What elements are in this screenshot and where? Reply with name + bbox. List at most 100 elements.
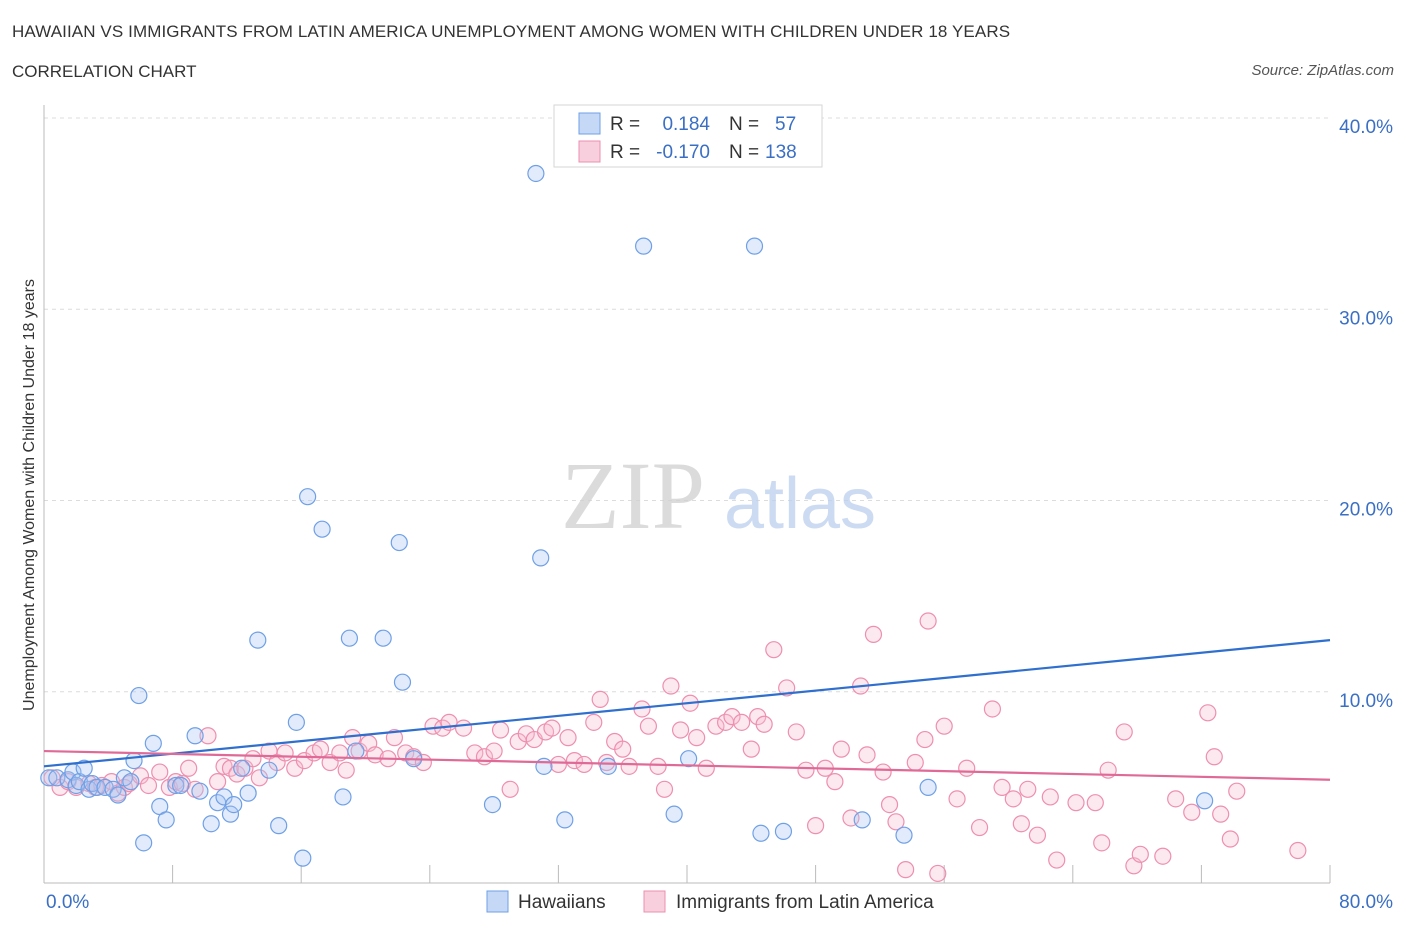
latin-america-point	[1167, 790, 1185, 808]
latin-america-point	[671, 721, 690, 739]
latin-america-point	[1289, 841, 1307, 860]
latin-america-point	[565, 751, 584, 770]
watermark-zip: ZIP	[561, 442, 705, 549]
latin-america-point	[993, 778, 1011, 796]
latin-america-point	[1086, 794, 1104, 812]
chart-title: HAWAIIAN VS IMMIGRANTS FROM LATIN AMERIC…	[12, 22, 1011, 41]
latin-america-point	[897, 861, 915, 879]
latin-america-point	[501, 780, 519, 798]
hawaiian-point	[313, 520, 331, 538]
latin-america-point	[806, 817, 825, 835]
series-legend: Hawaiians Immigrants from Latin America	[486, 890, 934, 913]
hawaiian-point	[172, 776, 190, 795]
latin-america-point	[151, 763, 169, 781]
hawaiian-point	[745, 237, 764, 255]
hawaiian-point	[135, 834, 153, 852]
hawaiian-point	[527, 164, 545, 183]
y-tick-labels: 10.0% 20.0% 30.0% 40.0%	[1339, 117, 1393, 712]
hawaiian-point	[853, 811, 871, 829]
latin-america-point	[958, 759, 976, 777]
latin-america-point	[906, 753, 924, 772]
latin-america-point	[585, 713, 603, 731]
legend-r-value: 0.184	[662, 114, 710, 135]
latin-america-point	[742, 740, 760, 758]
hawaiian-point	[294, 849, 312, 867]
latin-america-point	[1183, 803, 1201, 821]
legend-swatch-latin	[643, 890, 666, 913]
hawaiian-point	[895, 826, 913, 844]
y-tick-label: 20.0%	[1339, 500, 1393, 521]
hawaiian-point	[374, 629, 392, 647]
hawaiian-point	[680, 750, 698, 768]
latin-america-point	[655, 780, 674, 798]
legend-n-label: N =	[729, 114, 759, 135]
latin-america-point	[139, 776, 158, 795]
latin-america-point	[591, 690, 609, 709]
latin-america-point	[276, 744, 294, 762]
hawaiian-point	[340, 629, 359, 647]
hawaiian-point	[239, 784, 257, 802]
hawaiian-point	[122, 773, 140, 791]
hawaiian-point	[535, 757, 553, 775]
latin-america-point	[887, 813, 905, 831]
latin-america-point	[454, 719, 473, 737]
latin-america-point	[1048, 851, 1066, 869]
legend-n-label: N =	[729, 142, 759, 163]
latin-america-point	[180, 759, 198, 777]
hawaiian-point	[1196, 792, 1214, 810]
latin-america-point	[832, 740, 850, 758]
latin-america-point	[575, 755, 593, 774]
latin-america-point	[778, 679, 796, 697]
trend-line-hawaiians	[43, 639, 1331, 768]
hawaiian-point	[233, 759, 251, 777]
legend-label-latin: Immigrants from Latin America	[676, 892, 934, 913]
hawaiian-point	[260, 761, 278, 779]
latin-america-point	[916, 730, 934, 749]
latin-america-point	[697, 759, 715, 777]
latin-america-point	[491, 721, 510, 739]
latin-america-point	[1154, 847, 1172, 865]
latin-america-point	[826, 773, 844, 791]
latin-america-point	[723, 708, 741, 726]
latin-america-point	[649, 757, 667, 775]
latin-america-point	[1093, 834, 1111, 852]
latin-america-point	[880, 795, 899, 814]
latin-america-point	[549, 755, 568, 774]
latin-america-point	[935, 717, 953, 735]
series-hawaiians	[40, 164, 1214, 867]
hawaiian-point	[393, 673, 412, 691]
latin-america-point	[209, 773, 227, 791]
x-tick-labels: 0.0% 80.0%	[46, 892, 1393, 913]
hawaiian-point	[665, 805, 683, 823]
hawaiian-point	[919, 778, 937, 796]
latin-america-point	[755, 715, 773, 733]
legend-r-label: R =	[610, 142, 640, 163]
hawaiian-point	[249, 631, 267, 649]
latin-america-point	[620, 757, 638, 775]
watermark: ZIP atlas	[561, 442, 876, 549]
latin-america-point	[639, 717, 658, 735]
latin-america-point	[983, 700, 1002, 718]
legend-label-hawaiians: Hawaiians	[518, 892, 606, 913]
latin-america-point	[543, 719, 561, 737]
latin-america-point	[215, 757, 233, 775]
hawaiian-point	[347, 742, 365, 760]
hawaiian-point	[599, 757, 617, 775]
y-tick-label: 10.0%	[1339, 691, 1393, 712]
latin-america-point	[385, 729, 404, 747]
legend-r-label: R =	[610, 114, 640, 135]
latin-america-point	[970, 818, 989, 837]
hawaiian-point	[390, 533, 408, 552]
hawaiian-point	[334, 788, 352, 806]
latin-america-point	[733, 713, 751, 731]
legend-swatch-latin	[578, 140, 601, 163]
hawaiian-point	[157, 811, 175, 829]
latin-america-point	[948, 790, 966, 808]
hawaiian-point	[774, 822, 793, 840]
y-tick-label: 30.0%	[1339, 308, 1393, 329]
legend-n-value: 138	[765, 142, 797, 163]
hawaiian-point	[109, 786, 127, 804]
latin-america-point	[1041, 788, 1059, 806]
hawaiian-point	[483, 795, 502, 814]
